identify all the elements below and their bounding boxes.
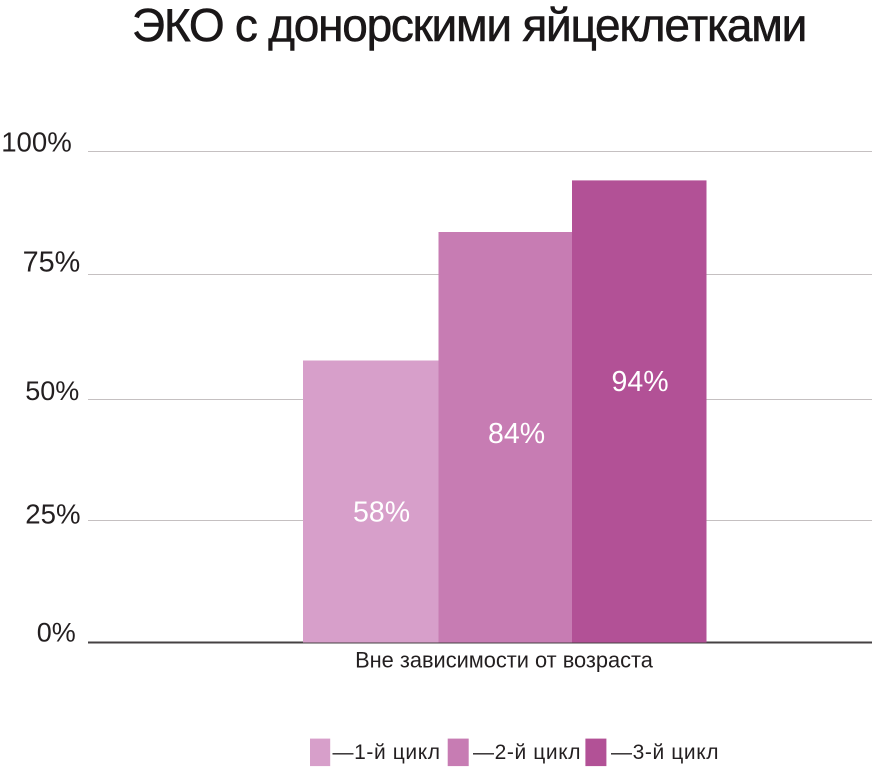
svg-text:—3-й цикл: —3-й цикл [611,741,719,764]
svg-text:100%: 100% [1,126,72,157]
svg-text:—1-й цикл: —1-й цикл [333,741,441,764]
svg-text:50%: 50% [25,376,79,406]
svg-text:Вне зависимости от возраста: Вне зависимости от возраста [355,648,654,673]
svg-text:75%: 75% [23,247,81,279]
svg-text:25%: 25% [25,499,80,530]
svg-text:—2-й цикл: —2-й цикл [473,741,581,764]
svg-text:ЭКО с донорскими яйцеклетками: ЭКО с донорскими яйцеклетками [132,0,806,51]
svg-text:58%: 58% [353,497,410,529]
svg-text:0%: 0% [37,618,76,648]
svg-text:94%: 94% [612,366,669,398]
svg-text:84%: 84% [488,418,545,450]
